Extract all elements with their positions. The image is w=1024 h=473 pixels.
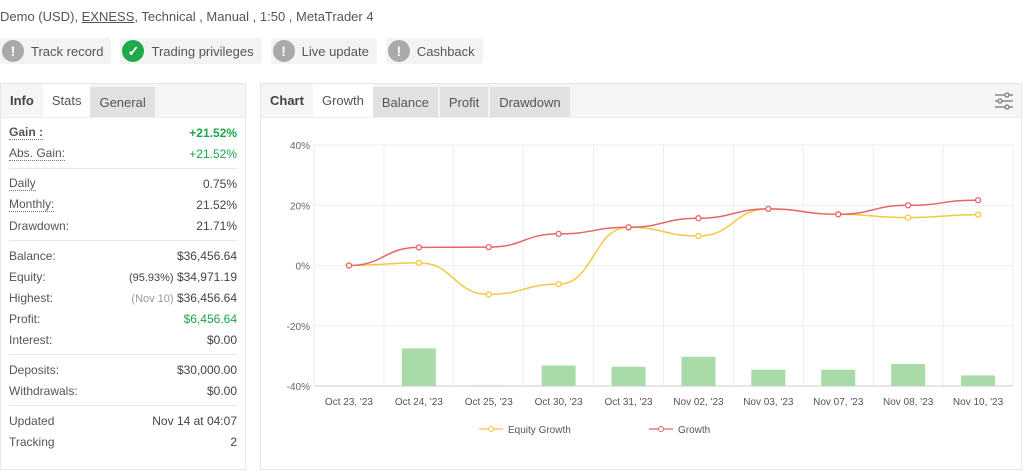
volume-bar	[891, 364, 926, 386]
stats-panel: Info Stats General Gain : +21.52% Abs. Ga…	[0, 83, 246, 470]
data-point	[695, 215, 702, 222]
check-icon: ✓	[122, 40, 145, 62]
x-tick-label: Nov 02, '23	[673, 397, 724, 408]
filter-settings-icon[interactable]	[993, 90, 1015, 112]
legend-marker	[658, 426, 664, 432]
stat-tracking: Tracking 2	[9, 434, 237, 449]
volume-bar	[821, 369, 856, 386]
stat-deposits: Deposits: $30,000.00	[9, 362, 237, 377]
data-point	[485, 243, 492, 251]
x-tick-label: Oct 24, '23	[395, 397, 443, 408]
legend-item: Equity Growth	[479, 425, 571, 436]
x-tick-label: Nov 03, '23	[743, 397, 794, 408]
volume-bar	[961, 375, 996, 386]
data-point	[905, 202, 912, 209]
data-point	[415, 259, 423, 266]
volume-bar	[471, 385, 506, 386]
volume-bar	[331, 386, 366, 387]
data-point	[555, 281, 562, 288]
stat-gain: Gain : +21.52%	[9, 124, 237, 140]
stat-balance: Balance: $36,456.64	[9, 248, 237, 263]
legend-item: Growth	[649, 425, 710, 436]
x-tick-label: Nov 10, '23	[953, 397, 1004, 408]
tab-stats[interactable]: Stats	[42, 84, 91, 117]
tab-general[interactable]: General	[90, 87, 155, 117]
volume-bar	[751, 369, 786, 386]
data-point	[905, 214, 912, 221]
tab-drawdown[interactable]: Drawdown	[490, 87, 570, 117]
y-tick-label: 0%	[296, 262, 311, 273]
data-point	[765, 205, 772, 213]
x-tick-label: Oct 31, '23	[605, 397, 653, 408]
badge-cashback[interactable]: ! Cashback	[385, 38, 483, 64]
data-point	[415, 244, 423, 251]
x-tick-label: Oct 25, '23	[465, 397, 513, 408]
data-point	[974, 196, 982, 204]
data-point	[835, 211, 842, 218]
stat-profit: Profit: $6,456.64	[9, 311, 237, 326]
x-tick-label: Nov 08, '23	[883, 397, 934, 408]
data-point	[345, 262, 353, 269]
y-tick-label: -20%	[287, 322, 310, 333]
chart-panel: Chart Growth Balance Profit Drawdown 40%…	[260, 83, 1022, 470]
stat-withdrawals: Withdrawals: $0.00	[9, 383, 237, 398]
stat-daily: Daily 0.75%	[9, 175, 237, 191]
legend-marker	[488, 426, 494, 432]
verification-badges: ! Track record ✓ Trading privileges ! Live …	[0, 38, 483, 64]
tab-balance[interactable]: Balance	[372, 87, 438, 117]
data-point	[625, 224, 632, 231]
stat-abs-gain: Abs. Gain: +21.52%	[9, 145, 237, 161]
stat-equity: Equity: (95.93%) $34,971.19	[9, 269, 237, 284]
y-tick-label: -40%	[287, 382, 310, 393]
chart-tabs: Chart Growth Balance Profit Drawdown	[261, 84, 1021, 118]
stat-drawdown: Drawdown: 21.71%	[9, 218, 237, 233]
legend-label: Equity Growth	[508, 425, 571, 436]
exclamation-icon: !	[387, 40, 410, 62]
series-line-growth	[348, 199, 979, 267]
stat-highest: Highest: (Nov 10) $36,456.64	[9, 290, 237, 305]
y-tick-label: 40%	[290, 141, 310, 152]
x-tick-label: Oct 23, '23	[325, 397, 373, 408]
tab-profit[interactable]: Profit	[439, 87, 489, 117]
badge-live-update[interactable]: ! Live update	[270, 38, 377, 64]
stat-monthly: Monthly: 21.52%	[9, 196, 237, 212]
data-point	[974, 211, 982, 218]
series-line-equity-growth	[348, 208, 979, 296]
badge-track-record[interactable]: ! Track record	[0, 38, 112, 64]
stat-updated: Updated Nov 14 at 04:07	[9, 413, 237, 428]
stat-interest: Interest: $0.00	[9, 332, 237, 347]
tab-info[interactable]: Info	[10, 93, 34, 108]
data-point	[485, 291, 492, 298]
volume-bar	[611, 366, 646, 386]
badge-trading-privileges[interactable]: ✓ Trading privileges	[120, 38, 262, 64]
tab-chart[interactable]: Chart	[270, 93, 304, 108]
y-tick-label: 20%	[290, 201, 310, 212]
data-point	[695, 232, 702, 240]
growth-chart: 40% 20% 0% -20% -40% Oct 23, '23 Oct 24, '23 Oc…	[287, 141, 1014, 436]
x-tick-label: Nov 07, '23	[813, 397, 864, 408]
legend-label: Growth	[678, 425, 710, 436]
stats-tabs: Info Stats General	[1, 84, 245, 118]
account-summary: Demo (USD), EXNESS, Technical , Manual ,…	[0, 9, 374, 24]
exclamation-icon: !	[272, 40, 295, 62]
exclamation-icon: !	[2, 40, 24, 62]
volume-bar	[541, 365, 576, 386]
volume-bar	[401, 348, 436, 386]
volume-bar	[681, 356, 716, 386]
broker-link[interactable]: EXNESS	[81, 9, 135, 24]
x-tick-label: Oct 30, '23	[535, 397, 583, 408]
tab-growth[interactable]: Growth	[312, 84, 373, 117]
data-point	[555, 230, 562, 238]
